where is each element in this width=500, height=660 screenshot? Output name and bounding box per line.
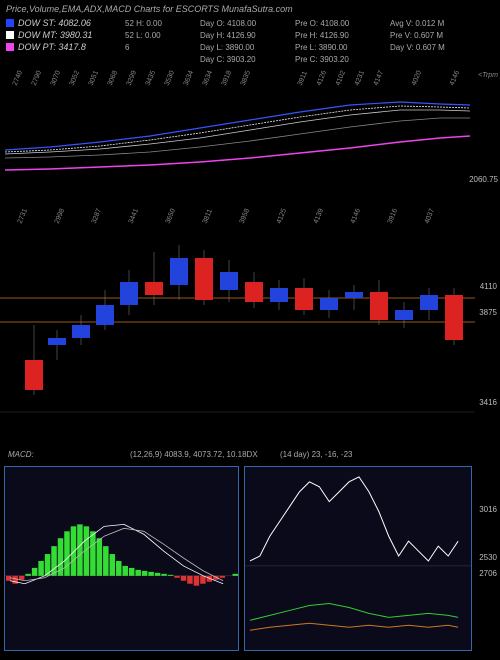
adx-y-3: 2706 <box>479 569 497 578</box>
adx-info: (14 day) 23, -16, -23 <box>280 450 352 459</box>
chart-title: Price,Volume,EMA,ADX,MACD Charts for ESC… <box>6 4 293 14</box>
idx-label-1: DOW MT: 3980.31 <box>18 30 92 40</box>
avgv: Avg V: 0.012 M <box>390 18 445 30</box>
info-52wk: 52 H: 0.00 52 L: 0.00 6 <box>125 18 162 54</box>
dayl: Day L: 3890.00 <box>200 42 256 54</box>
dayc: Day C: 3903.20 <box>200 54 256 66</box>
preo: Pre O: 4108.00 <box>295 18 349 30</box>
ema-chart <box>0 90 475 180</box>
top-y-label: <Trpm <box>478 72 498 79</box>
candle-chart <box>0 230 475 435</box>
dayv: Day V: 0.607 M <box>390 42 445 54</box>
dayo: Day O: 4108.00 <box>200 18 256 30</box>
52h: 52 H: 0.00 <box>125 18 162 30</box>
52l: 52 L: 0.00 <box>125 30 162 42</box>
idx-label-2: DOW PT: 3417.8 <box>18 42 86 52</box>
macd-info: (12,26,9) 4083.9, 4073.72, 10.18DX <box>130 450 258 459</box>
idx-color-2 <box>6 43 14 51</box>
52n: 6 <box>125 42 162 54</box>
top-x-ticks: 2740279030703052305130683299343535303634… <box>15 72 465 90</box>
prev: Pre V: 0.607 M <box>390 30 445 42</box>
candle-y-2: 3875 <box>479 308 497 317</box>
candle-x-ticks: 2731299832873441365038113958412541394146… <box>20 210 460 228</box>
candle-panel: 2731299832873441365038113958412541394146… <box>0 210 475 445</box>
prel: Pre L: 3890.00 <box>295 42 349 54</box>
info-pre: Pre O: 4108.00 Pre H: 4126.90 Pre L: 389… <box>295 18 349 66</box>
top-price-label: 2060.75 <box>469 175 498 184</box>
candle-y-1: 4110 <box>480 282 497 291</box>
idx-color-0 <box>6 19 14 27</box>
idx-color-1 <box>6 31 14 39</box>
macd-panel <box>4 466 239 651</box>
info-day: Day O: 4108.00 Day H: 4126.90 Day L: 389… <box>200 18 256 66</box>
adx-panel <box>244 466 472 651</box>
preh: Pre H: 4126.90 <box>295 30 349 42</box>
adx-y-1: 3016 <box>479 505 497 514</box>
adx-y-2: 2530 <box>479 553 497 562</box>
indices-block: DOW ST: 4082.06 DOW MT: 3980.31 DOW PT: … <box>6 18 92 54</box>
candle-y-3: 3416 <box>479 398 497 407</box>
info-vol: Avg V: 0.012 M Pre V: 0.607 M Day V: 0.6… <box>390 18 445 54</box>
idx-label-0: DOW ST: 4082.06 <box>18 18 91 28</box>
prec: Pre C: 3903.20 <box>295 54 349 66</box>
bottom-panels: MACD: (12,26,9) 4083.9, 4073.72, 10.18DX… <box>0 448 500 660</box>
macd-title: MACD: <box>8 450 34 459</box>
dayh: Day H: 4126.90 <box>200 30 256 42</box>
